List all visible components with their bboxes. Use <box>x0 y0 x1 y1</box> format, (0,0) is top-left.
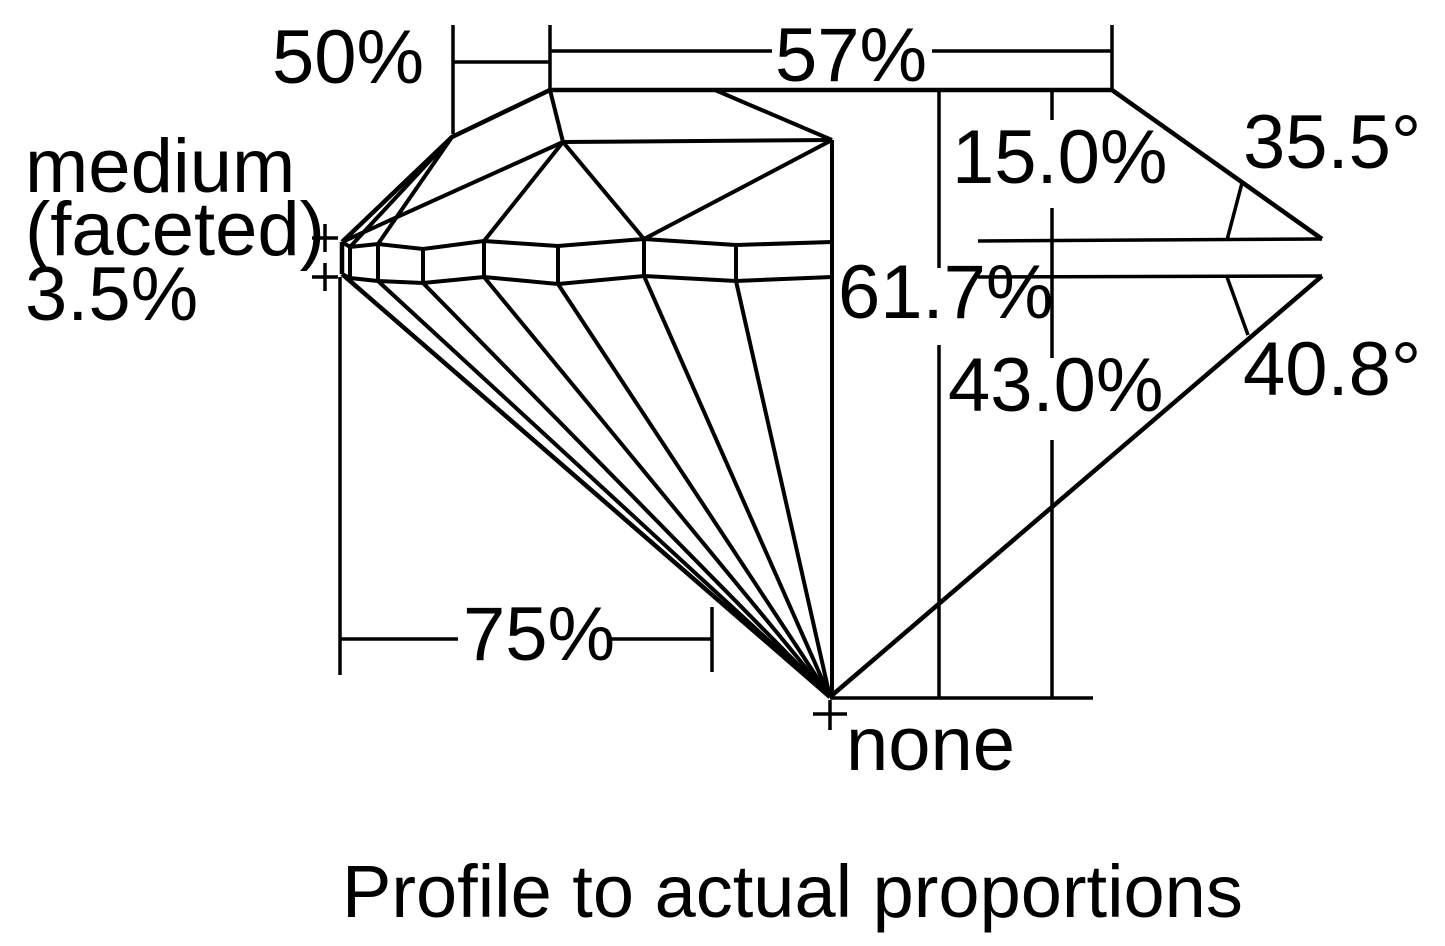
upper-girdle-facet-edge <box>376 135 454 246</box>
pavilion-angle-tick <box>1225 276 1250 336</box>
dimension-lines <box>312 25 1323 730</box>
label-table-width: 57% <box>775 13 928 98</box>
pavilion-silhouette-left <box>340 272 832 699</box>
star-facet-edge <box>341 140 564 244</box>
crown-angle-tick <box>1225 182 1244 241</box>
label-pavilion-depth: 43.0% <box>948 343 1164 428</box>
bezel-facet-edge <box>643 138 833 241</box>
girdle-bottom-extension-line <box>977 274 1323 279</box>
label-crown-height: 15.0% <box>952 115 1168 200</box>
label-girdle-word2: (faceted) <box>25 187 325 272</box>
label-pavilion-angle: 40.8° <box>1243 327 1422 412</box>
lower-girdle-facet-edge <box>376 279 832 699</box>
star-facet-edge <box>714 88 833 142</box>
girdle-band <box>340 236 833 287</box>
crown-silhouette-right <box>1110 88 1324 241</box>
label-girdle-word1: medium <box>25 124 296 209</box>
label-lower-girdle: 75% <box>463 592 616 677</box>
label-girdle-value: 3.5% <box>25 252 199 337</box>
pavilion-main-edge <box>482 275 832 699</box>
lower-girdle-facet-edge <box>556 282 832 699</box>
diamond-outline <box>339 87 1324 699</box>
label-culet: none <box>846 702 1016 787</box>
caption: Profile to actual proportions <box>342 850 1243 933</box>
bezel-facet-edge <box>561 140 646 241</box>
label-total-depth: 61.7% <box>838 250 1054 335</box>
lower-girdle-facet-edge <box>734 280 832 698</box>
pavilion-main-edge <box>642 275 832 698</box>
pavilion-silhouette-right <box>828 274 1324 699</box>
lower-girdle-facet-edge <box>421 281 832 699</box>
girdle-bottom-edge <box>341 272 833 287</box>
girdle-top-edge <box>340 236 833 252</box>
pavilion-facet-lines <box>376 275 832 699</box>
bezel-facet-edge <box>482 140 565 243</box>
girdle-top-extension-line <box>977 237 1323 243</box>
label-crown-angle: 35.5° <box>1243 100 1422 185</box>
bezel-facet-edge <box>548 89 565 143</box>
label-star-length: 50% <box>272 15 425 100</box>
crown-ridge-line <box>562 138 833 144</box>
crown-facet-lines <box>341 88 834 697</box>
